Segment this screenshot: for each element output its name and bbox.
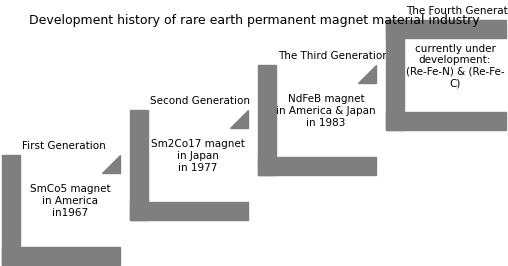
Polygon shape	[102, 155, 120, 173]
Text: Development history of rare earth permanent magnet material industry: Development history of rare earth perman…	[28, 14, 480, 27]
Text: currently under
development:
(Re-Fe-N) & (Re-Fe-
C): currently under development: (Re-Fe-N) &…	[406, 44, 504, 88]
Bar	[2, 247, 120, 265]
Bar	[2, 155, 20, 265]
Text: The Fourth Generation: The Fourth Generation	[406, 6, 508, 16]
Bar	[258, 157, 376, 175]
Polygon shape	[358, 65, 376, 83]
Text: Second Generation: Second Generation	[150, 96, 250, 106]
Bar	[386, 20, 404, 130]
Bar	[386, 20, 506, 38]
Bar	[130, 110, 148, 220]
Text: The Third Generation: The Third Generation	[278, 51, 389, 61]
Text: First Generation: First Generation	[22, 141, 106, 151]
Text: NdFeB magnet
in America & Japan
in 1983: NdFeB magnet in America & Japan in 1983	[276, 94, 376, 128]
Text: SmCo5 magnet
in America
in1967: SmCo5 magnet in America in1967	[29, 184, 110, 218]
Bar	[130, 202, 248, 220]
Polygon shape	[230, 110, 248, 128]
Bar	[386, 112, 506, 130]
Bar	[258, 65, 276, 175]
Text: Sm2Co17 magnet
in Japan
in 1977: Sm2Co17 magnet in Japan in 1977	[151, 139, 245, 173]
